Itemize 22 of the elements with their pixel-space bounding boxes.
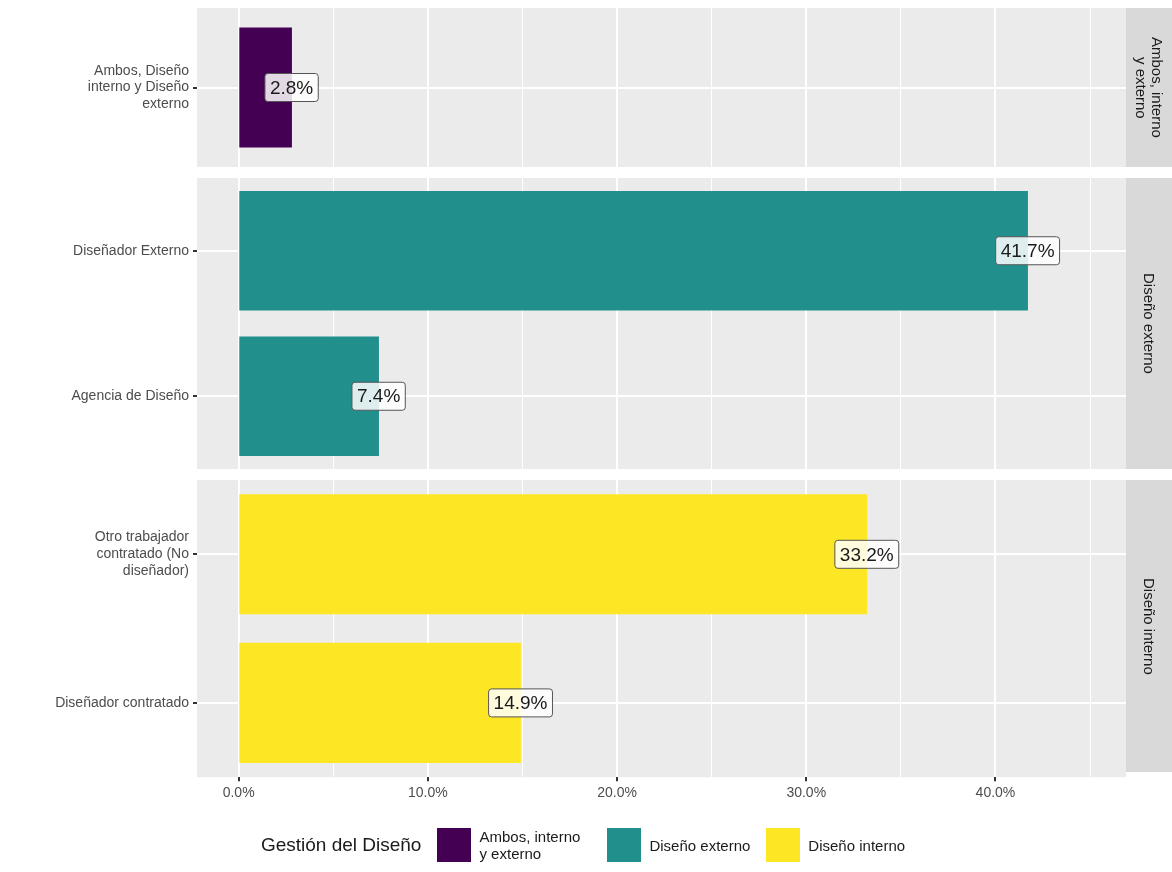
y-tick-label: Diseñador Externo [73, 241, 190, 258]
y-tick-label: Agencia de Diseño [71, 387, 190, 404]
legend-label: Diseño externo [649, 836, 751, 854]
x-tick-label: 0.0% [222, 784, 255, 801]
x-tick-label: 20.0% [597, 784, 637, 801]
x-tick-label: 30.0% [786, 784, 827, 801]
y-tick-label: Diseñador contratado [55, 693, 190, 710]
y2-axis-title: Diseño interno [1141, 577, 1158, 675]
data-label: 2.8% [269, 76, 314, 98]
y-tick-label: Ambos, Diseño interno y Diseño externo [87, 61, 190, 112]
data-label: 7.4% [356, 385, 401, 407]
y2-axis-title: Diseño externo [1141, 273, 1158, 374]
legend-label: Ambos, interno y externo [479, 828, 582, 862]
y2-axis-title: Ambos, interno y externo [1133, 36, 1166, 140]
data-label: 41.7% [1000, 239, 1055, 261]
legend-title: Gestión del Diseño [260, 834, 422, 856]
x-tick-label: 10.0% [407, 784, 448, 801]
x-tick-label: 40.0% [975, 784, 1016, 801]
y-tick-label: Otro trabajador contratado (No diseñador) [94, 528, 190, 578]
legend-label: Diseño interno [808, 836, 906, 854]
data-label: 33.2% [839, 543, 894, 565]
data-label: 14.9% [493, 692, 548, 714]
